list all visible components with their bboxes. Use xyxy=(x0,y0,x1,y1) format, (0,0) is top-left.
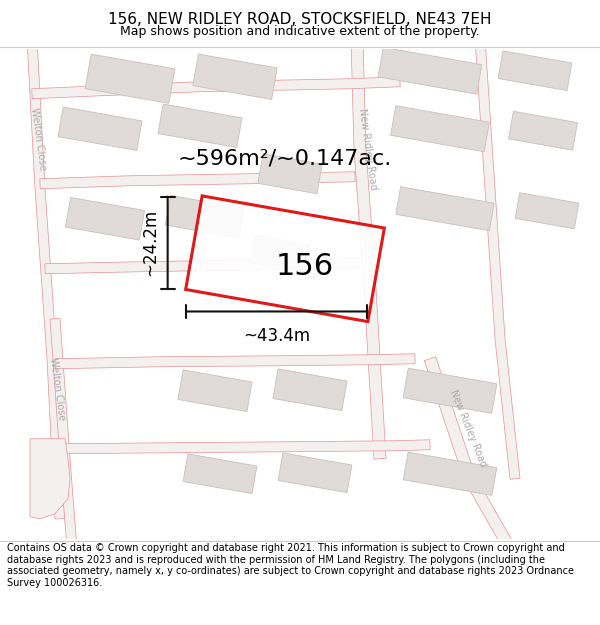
Polygon shape xyxy=(278,453,352,493)
Polygon shape xyxy=(183,454,257,494)
Polygon shape xyxy=(403,452,497,496)
Text: ~24.2m: ~24.2m xyxy=(142,209,160,276)
Polygon shape xyxy=(391,106,490,152)
Polygon shape xyxy=(58,107,142,151)
Polygon shape xyxy=(273,369,347,411)
Polygon shape xyxy=(45,258,358,274)
Polygon shape xyxy=(193,54,277,99)
Polygon shape xyxy=(396,187,494,231)
Polygon shape xyxy=(185,196,385,322)
Polygon shape xyxy=(166,196,245,238)
Polygon shape xyxy=(258,154,322,194)
Polygon shape xyxy=(378,48,482,94)
Polygon shape xyxy=(158,104,242,148)
Text: 156: 156 xyxy=(276,253,334,281)
Polygon shape xyxy=(509,111,577,150)
Polygon shape xyxy=(27,39,65,519)
Polygon shape xyxy=(403,368,497,413)
Polygon shape xyxy=(50,318,77,549)
Polygon shape xyxy=(515,192,579,229)
Polygon shape xyxy=(30,439,70,519)
Polygon shape xyxy=(424,357,515,552)
Text: 156, NEW RIDLEY ROAD, STOCKSFIELD, NE43 7EH: 156, NEW RIDLEY ROAD, STOCKSFIELD, NE43 … xyxy=(108,12,492,27)
Polygon shape xyxy=(60,440,430,454)
Polygon shape xyxy=(351,39,386,459)
Polygon shape xyxy=(85,54,175,103)
Polygon shape xyxy=(178,370,252,412)
Text: New Ridley Road: New Ridley Road xyxy=(448,389,488,469)
Polygon shape xyxy=(250,235,310,272)
Polygon shape xyxy=(40,172,355,189)
Text: Contains OS data © Crown copyright and database right 2021. This information is : Contains OS data © Crown copyright and d… xyxy=(7,543,574,588)
Text: ~43.4m: ~43.4m xyxy=(243,328,310,346)
Polygon shape xyxy=(32,77,400,99)
Polygon shape xyxy=(65,198,145,240)
Polygon shape xyxy=(475,38,520,479)
Text: Map shows position and indicative extent of the property.: Map shows position and indicative extent… xyxy=(120,26,480,39)
Polygon shape xyxy=(55,354,415,369)
Polygon shape xyxy=(498,51,572,91)
Text: New Ridley Road: New Ridley Road xyxy=(358,107,379,190)
Text: ~596m²/~0.147ac.: ~596m²/~0.147ac. xyxy=(178,149,392,169)
Text: Welton Close: Welton Close xyxy=(47,357,67,421)
Text: Welton Close: Welton Close xyxy=(29,107,47,171)
